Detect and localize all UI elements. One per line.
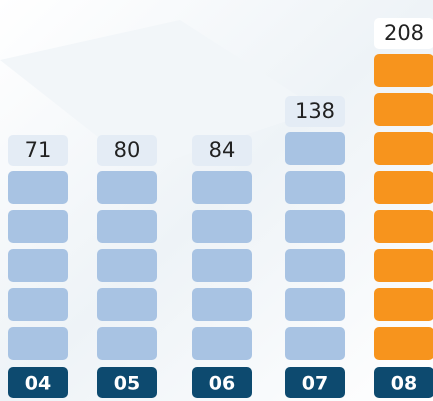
block [97,327,157,360]
block [285,210,345,243]
block [374,132,433,165]
value-label-bg [192,135,252,166]
block [192,171,252,204]
block [8,288,68,321]
category-label: 07 [302,373,328,395]
block [374,54,433,87]
block [285,132,345,165]
category-bg [285,367,345,398]
block [192,249,252,282]
column [285,132,345,360]
column [8,171,68,360]
block [192,288,252,321]
block [97,249,157,282]
decor [0,20,320,170]
category-bg [97,367,157,398]
value-label: 208 [384,21,424,45]
block [285,171,345,204]
block [97,210,157,243]
block [97,171,157,204]
value-label: 80 [114,138,141,162]
category-label: 05 [114,373,140,395]
block [8,171,68,204]
block [8,327,68,360]
value-label: 71 [25,138,52,162]
category-label: 08 [391,373,417,395]
block [285,327,345,360]
category-label: 04 [25,373,51,395]
block [374,249,433,282]
value-label-bg [97,135,157,166]
plot: 71 04 80 05 84 06 138 07 208 08 [8,18,433,398]
category-bg [192,367,252,398]
block [374,210,433,243]
value-label-bg [8,135,68,166]
block [97,288,157,321]
value-label: 84 [209,138,236,162]
column [97,171,157,360]
category-bg [8,367,68,398]
value-label: 138 [295,99,335,123]
category-bg [374,367,433,398]
column [374,54,433,360]
block [285,288,345,321]
block [285,249,345,282]
block [8,210,68,243]
block [8,249,68,282]
column [192,171,252,360]
block [374,288,433,321]
value-label-bg [374,18,433,49]
block [374,93,433,126]
block [192,210,252,243]
block [374,327,433,360]
block [374,171,433,204]
block [192,327,252,360]
value-label-bg [285,96,345,127]
category-label: 06 [209,373,235,395]
